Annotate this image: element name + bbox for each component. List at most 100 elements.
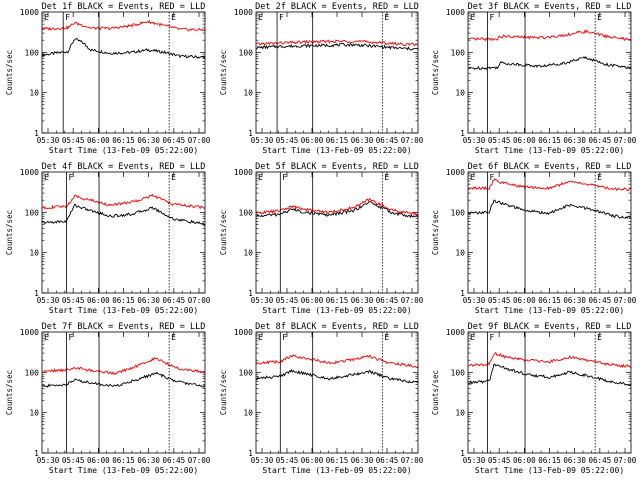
y-tick-label: 1 bbox=[34, 449, 39, 458]
plot-frame bbox=[467, 331, 632, 454]
x-tick-label: 07:00 bbox=[188, 296, 211, 305]
x-tick-label: 06:00 bbox=[87, 456, 110, 465]
x-tick-label: 06:45 bbox=[163, 456, 186, 465]
y-tick-label: 1000 bbox=[234, 168, 253, 177]
x-tick-label: 05:30 bbox=[37, 136, 60, 145]
series-lld-line bbox=[467, 28, 632, 42]
x-tick-label: 06:30 bbox=[137, 456, 160, 465]
x-tick-label: 06:00 bbox=[87, 296, 110, 305]
panel-title: Det 7f BLACK = Events, RED = LLD bbox=[42, 322, 206, 332]
x-tick-label: 06:30 bbox=[137, 296, 160, 305]
panel-title: Det 5f BLACK = Events, RED = LLD bbox=[255, 162, 419, 172]
x-tick-label: 05:45 bbox=[276, 136, 299, 145]
x-tick-label: 06:15 bbox=[112, 456, 135, 465]
y-axis-label: Counts/sec bbox=[431, 50, 440, 95]
y-tick-label: 1000 bbox=[446, 8, 465, 17]
series-lld-line bbox=[467, 178, 632, 192]
y-tick-label: 1000 bbox=[234, 8, 253, 17]
y-tick-label: 10 bbox=[455, 409, 465, 418]
panel-title: Det 8f BLACK = Events, RED = LLD bbox=[255, 322, 419, 332]
series-events-line bbox=[467, 199, 631, 220]
x-tick-label: 06:00 bbox=[87, 136, 110, 145]
y-tick-label: 1000 bbox=[20, 328, 39, 337]
y-axis-label: Counts/sec bbox=[431, 370, 440, 415]
marker-letter: E bbox=[44, 13, 49, 22]
x-axis-label: Start Time (13-Feb-09 05:22:00) bbox=[475, 466, 624, 475]
marker-letter: F bbox=[68, 333, 73, 342]
series-lld-line bbox=[255, 354, 419, 369]
x-tick-label: 05:45 bbox=[62, 456, 85, 465]
x-tick-label: 07:00 bbox=[401, 296, 424, 305]
y-tick-label: 10 bbox=[29, 89, 39, 98]
panel-det-2: Det 2f BLACK = Events, RED = LLD 1 10 100 10… bbox=[219, 2, 424, 155]
x-tick-label: 07:00 bbox=[188, 136, 211, 145]
marker-letter: E bbox=[597, 13, 602, 22]
marker-letter: E bbox=[384, 173, 389, 182]
series-lld-line bbox=[41, 193, 206, 210]
marker-letter: F bbox=[282, 333, 287, 342]
plot-frame bbox=[255, 331, 419, 454]
x-tick-label: 06:30 bbox=[563, 456, 586, 465]
marker-letter: E bbox=[171, 173, 176, 182]
x-tick-label: 05:30 bbox=[251, 456, 274, 465]
x-tick-label: 07:00 bbox=[188, 456, 211, 465]
x-axis-label: Start Time (13-Feb-09 05:22:00) bbox=[475, 306, 624, 315]
marker-letter: E bbox=[470, 333, 475, 342]
y-tick-label: 10 bbox=[455, 89, 465, 98]
x-tick-label: 06:45 bbox=[376, 296, 399, 305]
x-tick-label: 05:30 bbox=[463, 456, 486, 465]
y-tick-label: 1000 bbox=[234, 328, 253, 337]
x-tick-label: 06:15 bbox=[326, 136, 349, 145]
y-axis-label: Counts/sec bbox=[431, 210, 440, 255]
x-tick-label: 06:00 bbox=[301, 136, 324, 145]
y-axis-label: Counts/sec bbox=[219, 370, 228, 415]
x-tick-label: 06:15 bbox=[538, 136, 561, 145]
x-tick-label: 05:45 bbox=[488, 296, 511, 305]
x-tick-label: 06:15 bbox=[112, 296, 135, 305]
plot-frame bbox=[41, 171, 206, 294]
y-tick-label: 100 bbox=[239, 208, 254, 217]
marker-letter: E bbox=[597, 173, 602, 182]
x-axis-label: Start Time (13-Feb-09 05:22:00) bbox=[262, 466, 411, 475]
x-tick-label: 05:45 bbox=[488, 136, 511, 145]
x-tick-label: 05:45 bbox=[62, 296, 85, 305]
y-tick-label: 10 bbox=[243, 89, 253, 98]
marker-letter: F bbox=[279, 13, 284, 22]
y-tick-label: 100 bbox=[451, 48, 466, 57]
x-tick-label: 05:30 bbox=[37, 296, 60, 305]
x-tick-label: 06:45 bbox=[376, 456, 399, 465]
marker-letter: E bbox=[597, 333, 602, 342]
panel-det-7: Det 7f BLACK = Events, RED = LLD 1 10 100 10… bbox=[5, 322, 211, 475]
y-tick-label: 1 bbox=[248, 289, 253, 298]
marker-letter: E bbox=[384, 13, 389, 22]
x-tick-label: 06:45 bbox=[376, 136, 399, 145]
panel-title: Det 6f BLACK = Events, RED = LLD bbox=[468, 162, 632, 172]
series-events-line bbox=[255, 368, 419, 384]
series-lld-line bbox=[467, 351, 632, 369]
x-tick-label: 06:45 bbox=[589, 456, 612, 465]
series-events-line bbox=[467, 363, 632, 387]
marker-letter: F bbox=[68, 173, 73, 182]
y-axis-label: Counts/sec bbox=[5, 370, 14, 415]
x-tick-label: 05:45 bbox=[276, 296, 299, 305]
x-tick-label: 05:30 bbox=[251, 296, 274, 305]
y-tick-label: 100 bbox=[239, 48, 254, 57]
panel-det-8: Det 8f BLACK = Events, RED = LLD 1 10 100 10… bbox=[219, 322, 424, 475]
panel-title: Det 2f BLACK = Events, RED = LLD bbox=[255, 2, 419, 12]
x-axis-label: Start Time (13-Feb-09 05:22:00) bbox=[49, 146, 198, 155]
y-tick-label: 100 bbox=[451, 368, 466, 377]
series-events-line bbox=[256, 42, 419, 51]
x-tick-label: 05:30 bbox=[37, 456, 60, 465]
x-axis-label: Start Time (13-Feb-09 05:22:00) bbox=[475, 146, 624, 155]
y-tick-label: 1 bbox=[248, 449, 253, 458]
y-tick-label: 1 bbox=[460, 129, 465, 138]
x-tick-label: 06:00 bbox=[301, 456, 324, 465]
x-tick-label: 06:45 bbox=[589, 136, 612, 145]
y-tick-label: 100 bbox=[25, 48, 40, 57]
series-lld-line bbox=[41, 19, 206, 32]
x-tick-label: 05:30 bbox=[251, 136, 274, 145]
y-tick-label: 100 bbox=[451, 208, 466, 217]
panel-title: Det 3f BLACK = Events, RED = LLD bbox=[468, 2, 632, 12]
marker-letter: E bbox=[470, 13, 475, 22]
series-events-line bbox=[255, 201, 419, 219]
